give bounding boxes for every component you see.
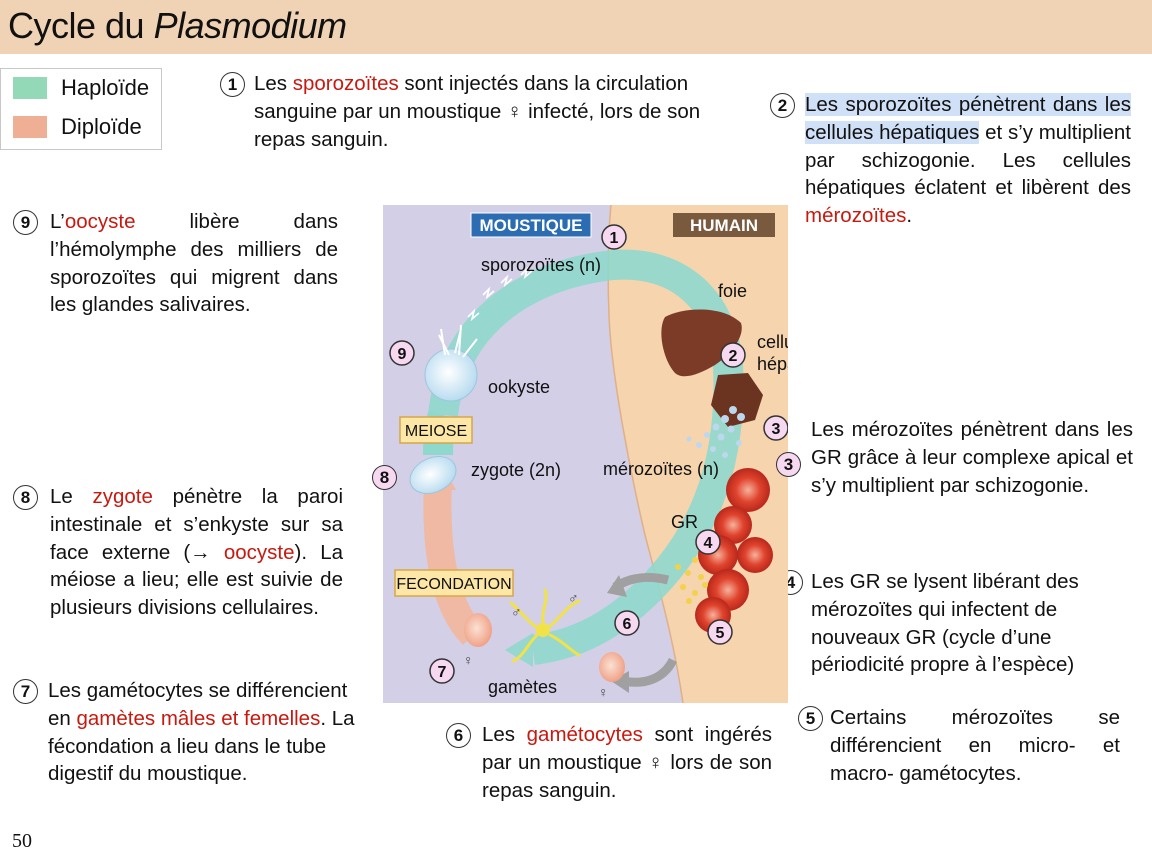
step-9: 9 L’oocyste libère dans l’hémolymphe des…: [13, 208, 338, 323]
male-gametes: [509, 588, 581, 663]
step-number: 6: [446, 723, 471, 748]
meiose-box: [399, 416, 473, 444]
step-text: Les sporozoïtes pénètrent dans les cellu…: [805, 93, 1132, 228]
step-4: 4 Les GR se lysent libérant des mérozoït…: [778, 568, 1138, 683]
moustique-badge: [470, 212, 592, 238]
svg-text:2: 2: [729, 348, 738, 365]
female-gametocyte: [599, 652, 625, 682]
foie-label: foie: [718, 281, 747, 301]
fecondation-label: FECONDATION: [396, 576, 511, 593]
svg-text:6: 6: [623, 616, 632, 633]
step-text: L’oocyste libère dans l’hémolymphe des m…: [50, 210, 338, 317]
step-number: 2: [770, 93, 795, 118]
step-6: 6 Les gamétocytes sont ingérés par un mo…: [446, 721, 774, 811]
male-symbol: ♂: [568, 590, 579, 606]
gr-label: GR: [671, 512, 698, 532]
diploid-swatch: [13, 116, 47, 138]
hepatique-label: hépatique: [757, 354, 788, 374]
legend-item-haploid: Haploïde: [13, 73, 149, 103]
female-symbol: ♀: [463, 652, 474, 668]
step-7: 7 Les gamétocytes se différencient en ga…: [13, 677, 373, 792]
sporozoites-in-arrow: [467, 266, 533, 322]
step-text: Les GR se lysent libérant des mérozoïtes…: [811, 570, 1079, 677]
zygote: [409, 456, 457, 494]
zygote-label: zygote (2n): [471, 460, 561, 480]
hepatic-cell: [711, 373, 763, 427]
step-number: 1: [220, 72, 245, 97]
merozoite-cluster: [686, 406, 745, 458]
step-1: 1 Les sporozoïtes sont injectés dans la …: [220, 70, 720, 156]
gametes-label: gamètes: [488, 677, 557, 697]
female-gamete: [464, 613, 492, 647]
page-header: Cycle du Plasmodium: [0, 0, 1152, 54]
step-number: 7: [13, 679, 38, 704]
marker-6: 6: [614, 610, 640, 636]
svg-text:4: 4: [704, 535, 713, 552]
svg-text:9: 9: [398, 346, 407, 363]
legend-label: Diploïde: [61, 114, 142, 139]
male-symbol: ♂: [511, 604, 522, 620]
sporozoites-label: sporozoïtes (n): [481, 255, 601, 275]
legend-item-diploid: Diploïde: [13, 112, 142, 142]
svg-text:1: 1: [610, 230, 619, 247]
step-2: 2 Les sporozoïtes pénètrent dans les cel…: [770, 91, 1134, 236]
diagram-marker-8: 8: [372, 465, 397, 490]
step-number: 5: [798, 706, 823, 731]
svg-text:5: 5: [716, 625, 725, 642]
marker-5: 5: [707, 619, 733, 645]
step-text: Les gamétocytes se différencient en gamè…: [48, 679, 355, 786]
ookyste-label: ookyste: [488, 377, 550, 397]
grey-arrow-upper-head: [607, 575, 627, 597]
female-symbol: ♀: [598, 684, 609, 700]
marker-9: 9: [389, 340, 415, 366]
legend: Haploïde Diploïde: [0, 68, 162, 150]
meiose-label: MEIOSE: [405, 423, 467, 440]
step-5: 5 Certains mérozoïtes se différencient e…: [798, 704, 1123, 794]
haploid-swatch: [13, 77, 47, 99]
marker-1: 1: [601, 224, 627, 250]
step-text: Les sporozoïtes sont injectés dans la ci…: [254, 72, 701, 151]
diagram-marker-3-edge: 3: [776, 452, 801, 477]
marker-2: 2: [720, 342, 746, 368]
step-text: Le zygote pénètre la paroi intestinale e…: [50, 485, 343, 620]
svg-text:3: 3: [772, 421, 781, 438]
step-3: Les mérozoïtes pénètrent dans les GR grâ…: [775, 416, 1135, 531]
page-number: 50: [12, 830, 32, 852]
marker-7: 7: [429, 658, 455, 684]
step-number: 9: [13, 210, 38, 235]
step-8: 8 Le zygote pénètre la paroi intestinale…: [13, 483, 343, 653]
haploid-arrow-head: [505, 633, 533, 667]
step-text: Certains mérozoïtes se différencient en …: [830, 706, 1120, 785]
fecondation-box: [394, 569, 514, 597]
svg-text:7: 7: [438, 664, 447, 681]
life-cycle-diagram: MOUSTIQUE HUMAIN MEIOSE FECONDATION spor…: [383, 205, 788, 703]
humain-badge: [673, 213, 775, 237]
page-title: Cycle du Plasmodium: [8, 5, 347, 46]
marker-3: 3: [763, 415, 788, 441]
grey-arrow-lower-head: [611, 671, 629, 693]
cellule-label: cellule: [757, 332, 788, 352]
humain-label: HUMAIN: [690, 216, 758, 235]
legend-label: Haploïde: [61, 75, 150, 100]
oocyst: [424, 324, 478, 402]
marker-4: 4: [695, 529, 721, 555]
step-number: 8: [13, 485, 38, 510]
step-text: Les gamétocytes sont ingérés par un mous…: [482, 723, 773, 802]
merozoites-label: mérozoïtes (n): [603, 459, 719, 479]
lysed-merozoites: [675, 557, 708, 604]
step-text: Les mérozoïtes pénètrent dans les GR grâ…: [811, 418, 1133, 497]
moustique-label: MOUSTIQUE: [480, 216, 583, 235]
